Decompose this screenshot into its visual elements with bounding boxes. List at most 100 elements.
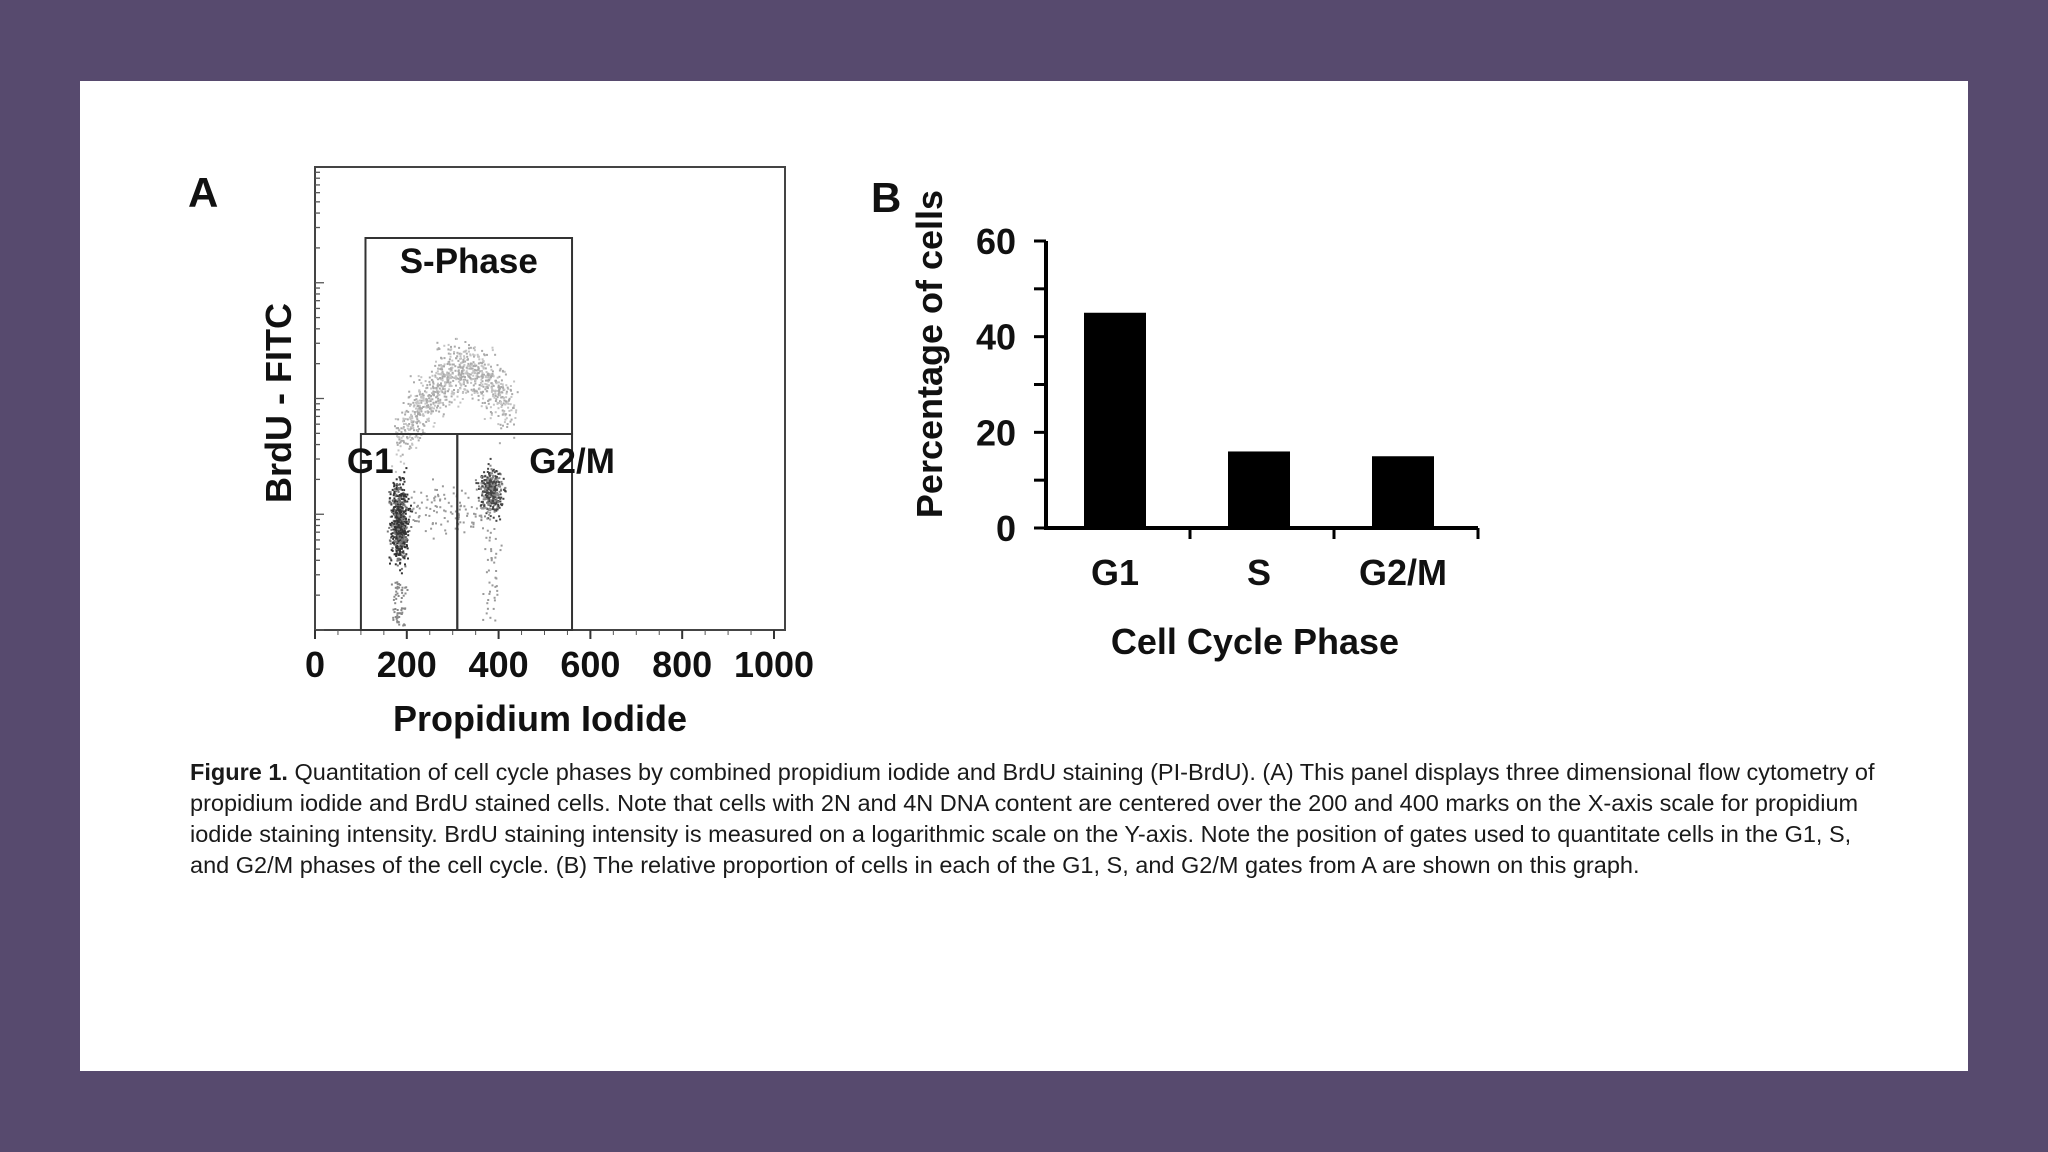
scatter-point: [469, 377, 472, 380]
scatter-point: [428, 397, 431, 400]
scatter-point: [495, 585, 498, 588]
scatter-point: [485, 383, 488, 386]
scatter-point: [488, 486, 491, 489]
scatter-point: [451, 371, 454, 374]
scatter-point: [502, 370, 504, 373]
scatter-point: [496, 491, 498, 494]
scatter-point: [404, 532, 407, 535]
scatter-point: [401, 586, 404, 589]
scatter-point: [496, 493, 499, 496]
scatter-point: [416, 415, 418, 418]
scatter-point: [489, 511, 492, 514]
scatter-point: [492, 375, 495, 378]
scatter-point: [450, 401, 453, 404]
scatter-point: [405, 517, 407, 520]
scatter-point: [494, 494, 497, 497]
scatter-point: [399, 612, 401, 615]
scatter-point: [400, 522, 403, 525]
scatter-point: [454, 517, 457, 520]
scatter-point: [459, 376, 461, 379]
scatter-point: [492, 508, 495, 511]
scatter-point: [478, 376, 481, 378]
scatter-point: [463, 363, 466, 366]
scatter-point: [484, 548, 487, 551]
scatter-point: [499, 391, 502, 394]
scatter-point: [476, 353, 479, 356]
scatter-point: [490, 477, 493, 480]
scatter-point: [396, 516, 398, 519]
scatter-point: [399, 455, 402, 458]
scatter-point: [485, 507, 488, 510]
scatter-point: [396, 520, 399, 523]
scatter-point: [393, 526, 396, 529]
scatter-point: [504, 418, 507, 421]
scatter-point: [435, 386, 438, 389]
scatter-point: [464, 376, 466, 379]
scatter-point: [492, 393, 495, 396]
scatter-point: [508, 399, 511, 402]
scatter-point: [486, 602, 489, 605]
scatter-point: [458, 514, 460, 517]
scatter-point: [393, 611, 396, 614]
scatter-point: [480, 370, 483, 373]
scatter-point: [486, 484, 489, 487]
scatter-point: [403, 542, 406, 545]
scatter-point: [492, 607, 495, 610]
scatter-point: [444, 529, 447, 532]
scatter-point: [440, 389, 443, 392]
scatter-point: [488, 500, 491, 503]
scatter-point: [486, 491, 489, 494]
scatter-point: [402, 550, 405, 553]
scatter-point: [471, 397, 474, 400]
scatter-point: [508, 409, 511, 412]
scatter-point: [435, 396, 438, 399]
scatter-point: [457, 518, 460, 521]
scatter-point: [395, 506, 398, 509]
scatter-point: [421, 407, 423, 410]
scatter-point: [501, 396, 504, 398]
scatter-point: [480, 519, 483, 522]
scatter-point: [448, 377, 451, 380]
scatter-point: [471, 378, 474, 380]
scatter-point: [487, 376, 490, 379]
scatter-point: [404, 512, 407, 515]
scatter-point: [395, 550, 398, 553]
scatter-point: [395, 540, 398, 543]
scatter-point: [396, 564, 399, 567]
scatter-point: [416, 429, 419, 432]
scatter-point: [488, 581, 491, 584]
scatter-point: [403, 423, 405, 426]
scatter-point: [489, 457, 492, 460]
scatter-point: [485, 480, 488, 483]
scatter-point: [394, 586, 397, 589]
scatter-point: [494, 482, 497, 485]
scatter-point: [481, 490, 484, 493]
scatter-point: [464, 492, 467, 495]
scatter-point: [500, 396, 503, 399]
scatter-point: [411, 509, 414, 512]
scatter-point: [430, 395, 433, 397]
scatter-point: [477, 499, 480, 502]
scatter-point: [497, 402, 500, 404]
scatter-point: [484, 375, 487, 378]
scatter-point: [425, 406, 428, 409]
scatter-point: [430, 378, 433, 381]
scatter-point: [451, 390, 454, 393]
scatter-point: [396, 515, 399, 518]
scatter-point: [440, 382, 442, 385]
scatter-point: [487, 400, 490, 402]
scatter-point: [399, 503, 402, 506]
scatter-point: [499, 500, 502, 503]
scatter-point: [407, 425, 410, 427]
scatter-point: [399, 558, 402, 561]
scatter-point: [471, 371, 474, 374]
scatter-point: [492, 475, 494, 478]
scatter-point: [472, 523, 475, 526]
scatter-point: [489, 518, 492, 521]
scatter-point: [444, 510, 447, 513]
scatter-point: [484, 494, 487, 496]
scatter-point: [395, 524, 398, 527]
scatter-point: [393, 511, 396, 514]
scatter-point: [424, 411, 427, 414]
scatter-point: [429, 507, 432, 510]
